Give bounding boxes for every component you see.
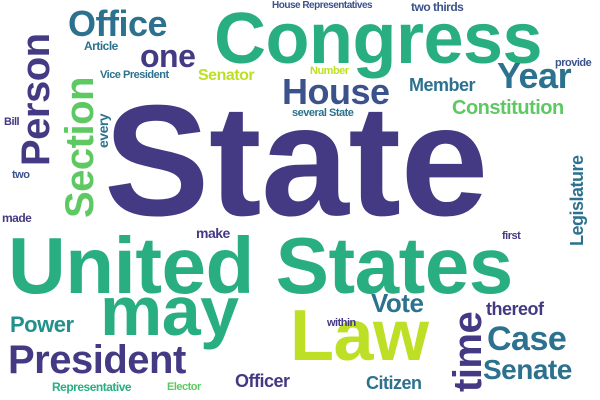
word-member: Member — [409, 75, 476, 95]
word-officer: Officer — [235, 371, 290, 391]
word-every: every — [95, 113, 111, 148]
word-president: President — [8, 338, 186, 382]
word-case: Case — [487, 320, 567, 358]
word-state: State — [104, 73, 488, 249]
word-citizen: Citizen — [366, 373, 422, 393]
word-within: within — [327, 317, 356, 329]
word-house: House — [282, 71, 390, 112]
word-article: Article — [84, 39, 118, 53]
word-person: Person — [14, 33, 58, 166]
word-may: may — [100, 272, 239, 350]
word-law: Law — [290, 296, 429, 376]
word-bill: Bill — [4, 116, 20, 128]
word-constitution: Constitution — [452, 97, 564, 119]
word-vice-president: Vice President — [100, 69, 169, 81]
word-congress: Congress — [214, 0, 543, 79]
word-year: Year — [497, 55, 572, 96]
word-made: made — [2, 211, 32, 225]
word-united-states: United States — [8, 221, 513, 310]
word-make: make — [196, 225, 230, 241]
word-representative: Representative — [52, 380, 132, 394]
word-section: Section — [58, 77, 102, 218]
word-office: Office — [68, 3, 168, 44]
word-elector: Elector — [167, 381, 201, 393]
word-two: two — [12, 169, 30, 181]
word-vote: Vote — [371, 288, 424, 318]
word-house-representatives: House Representatives — [272, 0, 373, 11]
word-several-state: several State — [292, 107, 354, 119]
word-senate: Senate — [483, 354, 572, 385]
word-number: Number — [310, 65, 349, 77]
word-provide: provide — [555, 57, 592, 69]
word-first: first — [502, 230, 521, 242]
word-two-thirds: two thirds — [411, 0, 464, 14]
word-power: Power — [10, 312, 74, 337]
word-senator: Senator — [198, 67, 255, 84]
word-legislature: Legislature — [567, 155, 587, 246]
word-one: one — [140, 38, 196, 74]
word-thereof: thereof — [486, 299, 544, 319]
word-time: time — [446, 311, 490, 392]
